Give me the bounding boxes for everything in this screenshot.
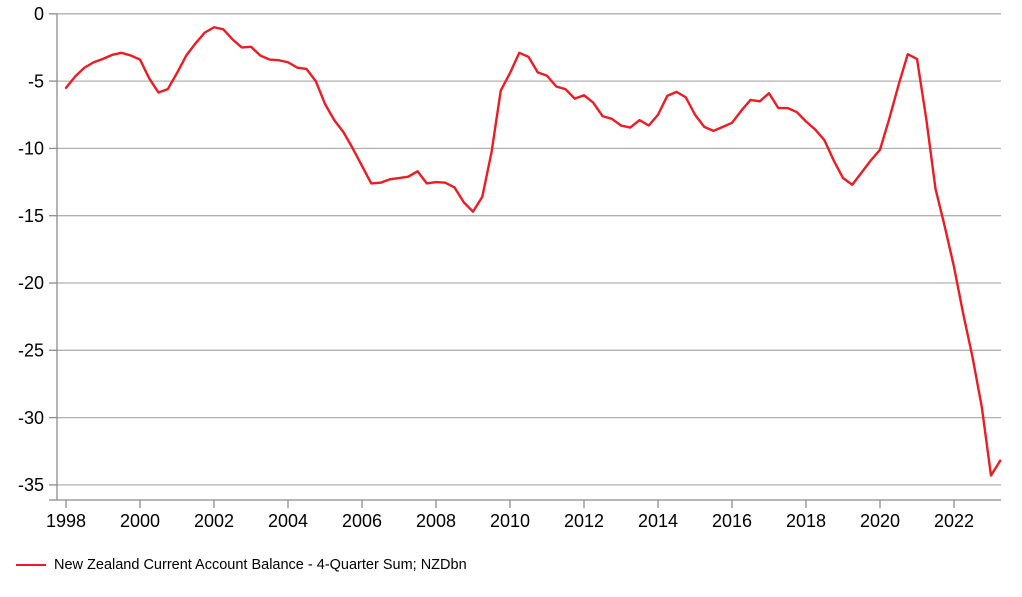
y-tick-label: -25 [18, 341, 44, 361]
data-line [64, 26, 1002, 477]
y-tick-label: -15 [18, 206, 44, 226]
x-tick-label: 2010 [490, 511, 530, 531]
x-tick-label: 2018 [786, 511, 826, 531]
data-series [64, 26, 1002, 477]
y-tick-label: -10 [18, 139, 44, 159]
y-tick-label: -20 [18, 273, 44, 293]
x-tick-label: 2002 [194, 511, 234, 531]
x-tick-label: 2012 [564, 511, 604, 531]
y-tick-label: -30 [18, 408, 44, 428]
x-tick-label: 2016 [712, 511, 752, 531]
x-tick-label: 2014 [638, 511, 678, 531]
x-tick-label: 2004 [268, 511, 308, 531]
x-tick-label: 2020 [860, 511, 900, 531]
y-tick-label: 0 [34, 4, 44, 24]
x-tick-label: 2000 [120, 511, 160, 531]
axes [49, 13, 1001, 508]
x-tick-label: 2008 [416, 511, 456, 531]
x-tick-label: 1998 [46, 511, 86, 531]
legend-line-swatch [16, 564, 46, 566]
gridlines [57, 13, 1001, 486]
legend-label: New Zealand Current Account Balance - 4-… [54, 557, 467, 573]
legend: New Zealand Current Account Balance - 4-… [16, 556, 467, 574]
y-tick-label: -5 [28, 71, 44, 91]
x-tick-label: 2006 [342, 511, 382, 531]
y-tick-label: -35 [18, 475, 44, 495]
x-tick-label: 2022 [934, 511, 974, 531]
